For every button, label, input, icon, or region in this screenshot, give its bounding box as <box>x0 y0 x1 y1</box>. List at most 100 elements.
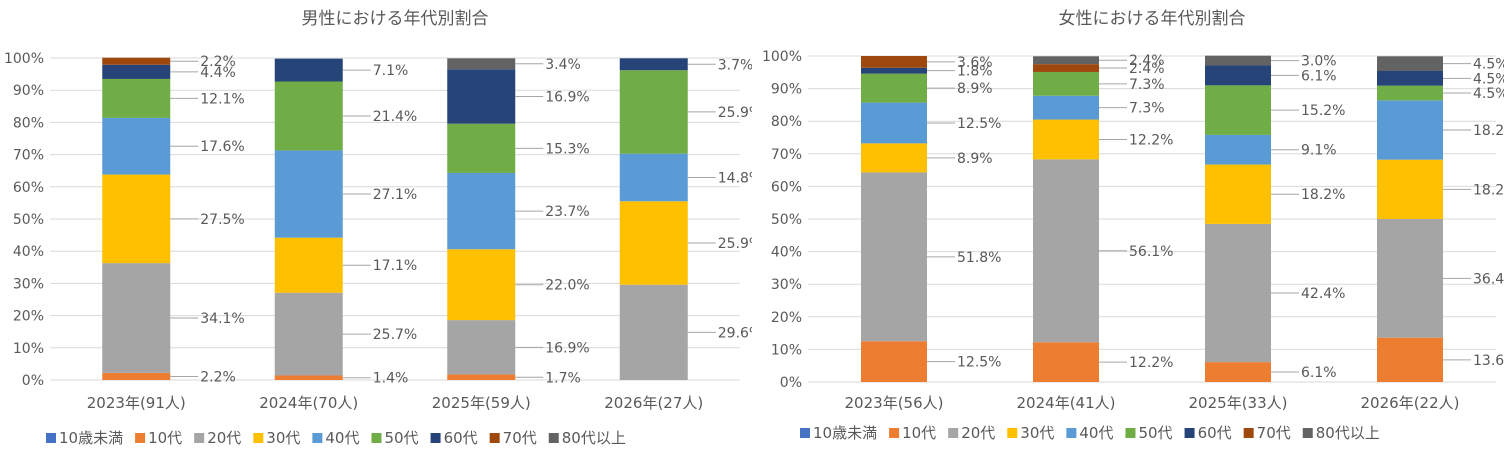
female-data-label: 8.9% <box>957 81 993 97</box>
female-bar-segment <box>1377 337 1443 382</box>
female-data-label: 4.5% <box>1473 71 1504 87</box>
male-bar-segment <box>447 249 516 321</box>
male-legend-swatch <box>430 433 441 443</box>
male-legend: 10歳未満 10代 20代 30代 40代 50代 60代 70代 80代以上 <box>46 429 626 447</box>
female-y-tick-label: 30% <box>771 277 802 293</box>
male-y-tick-label: 0% <box>22 373 44 389</box>
male-legend-label: 70代 <box>503 429 537 447</box>
female-bar-segment <box>1033 95 1099 120</box>
female-bar-segment <box>1205 164 1271 224</box>
female-bar-segment <box>1377 219 1443 338</box>
female-data-label: 12.2% <box>1129 355 1173 371</box>
female-bar-segment <box>1377 159 1443 219</box>
male-legend-swatch <box>548 433 559 443</box>
male-data-label: 23.7% <box>545 204 589 220</box>
female-legend-label: 60代 <box>1198 424 1232 442</box>
male-legend-label: 40代 <box>325 429 359 447</box>
male-x-category-label: 2024年(70人) <box>259 394 358 412</box>
male-legend-swatch <box>312 433 323 443</box>
female-y-tick-label: 100% <box>762 49 802 65</box>
female-data-label: 12.2% <box>1129 132 1173 148</box>
male-legend-label: 10歳未満 <box>59 429 123 447</box>
female-legend-label: 10歳未満 <box>813 424 877 442</box>
female-bar-segment <box>1033 71 1099 96</box>
female-y-tick-label: 50% <box>771 212 802 228</box>
male-bar-segment <box>102 78 171 118</box>
male-y-tick-label: 30% <box>13 276 44 292</box>
female-legend-label: 30代 <box>1020 424 1054 442</box>
male-data-label: 3.7% <box>718 57 752 73</box>
female-x-category-label: 2026年(22人) <box>1361 394 1460 412</box>
female-bar-segment <box>1033 119 1099 160</box>
male-legend-swatch <box>371 433 382 443</box>
female-y-tick-label: 10% <box>771 342 802 358</box>
female-data-label: 12.5% <box>957 355 1001 371</box>
male-legend-label: 80代以上 <box>562 429 626 447</box>
male-bar-segment <box>102 174 171 264</box>
female-bar-segment <box>1377 85 1443 101</box>
female-legend-swatch <box>948 428 959 438</box>
male-data-label: 16.9% <box>545 89 589 105</box>
female-bar-segment <box>861 172 927 342</box>
male-x-category-label: 2023年(91人) <box>87 394 186 412</box>
male-data-label: 25.7% <box>373 327 417 343</box>
male-chart-panel: 男性における年代別割合 0% 10% 20% 30% 40% 50% 60% 70% 80% 90%… <box>0 0 762 466</box>
female-legend-swatch <box>1066 428 1077 438</box>
female-data-label: 2.4% <box>1129 53 1165 69</box>
male-bar-segment <box>447 58 516 70</box>
female-chart-title: 女性における年代別割合 <box>1059 9 1246 29</box>
male-bar-segment <box>102 263 171 373</box>
male-bar-segment <box>274 237 343 293</box>
female-x-category-label: 2025年(33人) <box>1189 394 1288 412</box>
male-bar-segment <box>274 81 343 151</box>
male-data-label: 14.8% <box>718 170 752 186</box>
female-y-tick-label: 0% <box>780 375 802 391</box>
male-data-label: 21.4% <box>373 109 417 125</box>
female-bar-segment <box>861 67 927 74</box>
female-data-label: 15.2% <box>1301 103 1345 119</box>
female-legend-label: 10代 <box>902 424 936 442</box>
male-y-tick-label: 20% <box>13 309 44 325</box>
female-bar-segment <box>1205 65 1271 86</box>
male-x-category-label: 2025年(59人) <box>432 394 531 412</box>
male-bar-segment <box>102 64 171 79</box>
male-chart-svg: 男性における年代別割合 0% 10% 20% 30% 40% 50% 60% 70% 80% 90%… <box>4 9 762 447</box>
female-legend-swatch <box>1302 428 1313 438</box>
female-data-label: 42.4% <box>1301 286 1345 302</box>
female-data-label: 1.8% <box>957 64 993 80</box>
male-legend-label: 50代 <box>384 429 418 447</box>
male-data-labels: 2.2%34.1%27.5%17.6%12.1%4.4%2.2%1.4%25.7… <box>170 54 762 387</box>
male-y-tick-label: 60% <box>13 180 44 196</box>
female-legend-label: 80代以上 <box>1316 424 1380 442</box>
female-legend-label: 70代 <box>1257 424 1291 442</box>
male-data-label: 4.4% <box>200 65 236 81</box>
female-legend-swatch <box>889 428 900 438</box>
male-bar-segment <box>619 70 688 154</box>
male-bar-segment <box>102 57 171 65</box>
female-data-label: 18.2% <box>1301 187 1345 203</box>
male-data-label: 27.1% <box>373 187 417 203</box>
female-data-label: 7.3% <box>1129 101 1165 117</box>
female-bar-segment <box>1033 342 1099 382</box>
male-data-label: 17.6% <box>200 139 244 155</box>
male-legend-label: 20代 <box>207 429 241 447</box>
male-chart-title: 男性における年代別割合 <box>302 9 489 29</box>
female-bar-segment <box>861 341 927 382</box>
female-y-tick-label: 40% <box>771 245 802 261</box>
female-data-label: 13.6% <box>1473 353 1504 369</box>
male-legend-label: 60代 <box>444 429 478 447</box>
male-bar-segment <box>619 58 688 71</box>
male-bar-segment <box>619 201 688 285</box>
female-y-tick-label: 90% <box>771 82 802 98</box>
female-data-label: 2.4% <box>1129 61 1165 77</box>
female-bar-segment <box>1205 362 1271 382</box>
male-bar-segment <box>102 117 171 175</box>
female-data-label: 7.3% <box>1129 77 1165 93</box>
male-data-label: 25.9% <box>718 236 752 252</box>
female-data-label: 4.5% <box>1473 57 1504 73</box>
male-bars <box>102 57 688 380</box>
male-legend-swatch <box>253 433 264 443</box>
female-data-label: 3.6% <box>957 55 993 71</box>
male-data-label: 22.0% <box>545 278 589 294</box>
male-data-label: 3.4% <box>545 57 581 73</box>
